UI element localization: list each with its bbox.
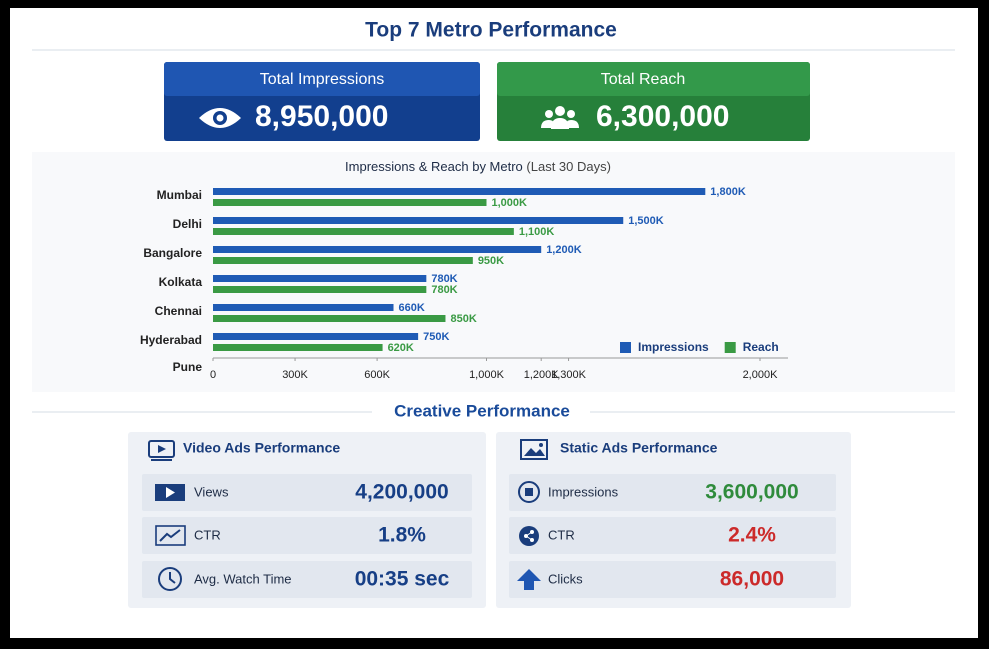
data-label: 1,000K [492, 197, 528, 209]
metric-row [142, 474, 472, 511]
legend-swatch [620, 342, 631, 353]
y-tick-label: Chennai [155, 304, 202, 318]
y-tick-label: Kolkata [159, 275, 203, 289]
bar [213, 217, 624, 224]
bar [213, 344, 383, 351]
kpi-label: Total Impressions [260, 71, 385, 88]
bar [213, 257, 473, 264]
kpi-value: 8,950,000 [255, 100, 388, 133]
metric-value: 00:35 sec [355, 568, 450, 591]
arrow-icon [517, 569, 541, 590]
kpi-label: Total Reach [601, 71, 686, 88]
metric-label: Clicks [548, 571, 583, 586]
legend-swatch [724, 342, 736, 353]
bar [213, 188, 706, 195]
metric-value: 2.4% [728, 524, 776, 547]
metric-value: 3,600,000 [705, 481, 798, 504]
data-label: 1,200K [546, 244, 582, 256]
share-icon [519, 526, 539, 546]
data-label: 850K [450, 313, 476, 325]
metric-value: 1.8% [378, 524, 426, 547]
play-icon [155, 484, 185, 501]
x-tick-label: 300K [282, 369, 308, 381]
eye-icon [199, 108, 241, 128]
chart-title-main: Impressions & Reach by Metro [345, 159, 523, 174]
y-tick-label: Pune [173, 360, 203, 374]
data-label: 1,500K [628, 215, 664, 227]
bar [213, 286, 427, 293]
x-tick-label: 1,000K [469, 369, 505, 381]
y-tick-label: Mumbai [157, 188, 202, 202]
legend-label: Reach [743, 340, 779, 354]
chart: Mumbai 1,800K 1,000K Delhi 1,500K 1,100K Banga… [140, 186, 788, 381]
data-label: 1,100K [519, 226, 555, 238]
metric-row [142, 561, 472, 598]
data-label: 660K [399, 302, 425, 314]
people-icon [541, 106, 579, 129]
y-tick-label: Bangalore [143, 246, 202, 260]
image-icon [520, 439, 548, 460]
trend-icon [155, 525, 186, 546]
x-tick-label: 0 [210, 369, 216, 381]
chart-title: Impressions & Reach by Metro (Last 30 Da… [345, 159, 611, 174]
data-label: 950K [478, 255, 504, 267]
bar [213, 304, 394, 311]
bar [213, 228, 514, 235]
data-label: 1,800K [710, 186, 746, 198]
video-icon [148, 440, 175, 461]
metric-value: 86,000 [720, 568, 784, 591]
bar [213, 246, 542, 253]
clock-icon [158, 567, 182, 591]
panel-title: Static Ads Performance [560, 440, 718, 456]
y-tick-label: Hyderabad [140, 333, 202, 347]
x-tick-label: 600K [364, 369, 390, 381]
kpi-card: Total Reach 6,300,000 [497, 62, 810, 141]
legend-label: Impressions [638, 340, 709, 354]
metric-row [509, 517, 836, 554]
data-label: 780K [431, 273, 457, 285]
metric-label: CTR [548, 527, 575, 542]
kpi-card: Total Impressions 8,950,000 [164, 62, 480, 141]
data-label: 750K [423, 331, 449, 343]
metric-label: Avg. Watch Time [194, 571, 292, 586]
metric-label: Impressions [548, 484, 619, 499]
metric-value: 4,200,000 [355, 481, 448, 504]
chart-subtitle: (Last 30 Days) [526, 159, 611, 174]
panel-title: Video Ads Performance [183, 440, 340, 456]
y-tick-label: Delhi [173, 217, 202, 231]
data-label: 620K [388, 342, 414, 354]
page-title: Top 7 Metro Performance [365, 19, 617, 42]
x-tick-label: 2,000K [743, 369, 779, 381]
section-title: Creative Performance [394, 401, 570, 420]
impressions-icon [518, 481, 540, 503]
bar [213, 315, 446, 322]
metric-label: Views [194, 484, 229, 499]
bar [213, 275, 427, 282]
data-label: 780K [431, 284, 457, 296]
x-tick-label: 1,200K [524, 369, 560, 381]
metric-label: CTR [194, 527, 221, 542]
rows: Views 4,200,000 CTR 1.8% Avg. Watch Time 00:3… [142, 474, 836, 598]
bar [213, 199, 487, 206]
metric-row [509, 561, 836, 598]
metric-row [142, 517, 472, 554]
metric-row [509, 474, 836, 511]
x-tick-label: 1,300K [551, 369, 587, 381]
kpi-value: 6,300,000 [596, 100, 729, 133]
bar [213, 333, 419, 340]
